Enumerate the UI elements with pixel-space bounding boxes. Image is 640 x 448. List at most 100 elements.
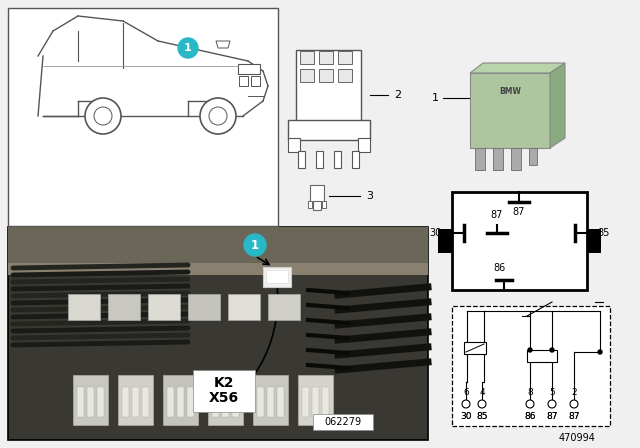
Bar [73,375,108,425]
Circle shape [550,348,554,352]
Bar [108,294,140,320]
Bar [316,151,323,168]
Bar [319,51,333,64]
Circle shape [548,400,556,408]
Bar [464,342,486,354]
Bar [163,375,198,425]
Bar [132,387,139,417]
Bar [268,294,300,320]
Bar [300,51,314,64]
Bar [212,387,219,417]
Text: 470994: 470994 [558,433,595,443]
Bar [267,387,274,417]
Bar [334,151,341,168]
Polygon shape [550,63,565,148]
Bar [177,387,184,417]
Bar [338,51,352,64]
Circle shape [526,400,534,408]
Bar [277,387,284,417]
Bar [319,69,333,82]
Bar [313,201,321,210]
Bar [438,229,452,253]
Bar [452,306,610,426]
Text: 86: 86 [524,412,536,421]
Bar [302,387,309,417]
Text: K2: K2 [214,376,234,390]
Bar [298,151,305,168]
Bar [312,387,319,417]
Bar [188,294,220,320]
Bar [187,387,194,417]
Bar [493,148,503,170]
Bar [68,294,100,320]
Circle shape [94,107,112,125]
Bar [232,387,239,417]
Circle shape [200,98,236,134]
Text: 1: 1 [251,238,259,251]
Text: 2: 2 [571,388,577,396]
Text: 062279: 062279 [324,417,362,427]
Bar [263,267,291,287]
Bar [300,69,314,82]
Bar [228,294,260,320]
Text: BMW: BMW [499,86,521,95]
Bar [148,294,180,320]
Bar [358,138,370,152]
Bar [310,185,324,203]
Bar [87,387,94,417]
Text: 6: 6 [463,388,469,396]
Text: 1: 1 [184,43,192,53]
Bar [529,148,537,165]
Text: 30: 30 [460,412,472,421]
Bar [338,69,352,82]
Circle shape [85,98,121,134]
Bar [511,148,521,170]
Text: 87: 87 [547,412,557,421]
Bar [8,8,278,226]
Text: 86: 86 [524,412,536,421]
Bar [8,263,428,275]
Bar [470,73,550,148]
Text: 5: 5 [549,388,555,396]
Circle shape [478,400,486,408]
Text: 85: 85 [597,228,609,238]
Bar [77,387,84,417]
Polygon shape [216,41,230,48]
Bar [239,76,248,86]
Text: 86: 86 [494,263,506,273]
Bar [253,375,288,425]
Text: 85: 85 [476,412,488,421]
Text: 1: 1 [431,93,438,103]
Bar [167,387,174,417]
Circle shape [462,400,470,408]
Polygon shape [470,63,565,73]
Bar [322,387,329,417]
Bar [298,375,333,425]
Text: 87: 87 [568,412,580,421]
Bar [97,387,104,417]
Bar [8,227,428,440]
Bar [313,414,373,430]
Bar [288,138,300,152]
Bar [587,229,601,253]
Bar [8,227,428,265]
Circle shape [598,350,602,354]
Circle shape [178,38,198,58]
Bar [475,148,485,170]
Bar [118,375,153,425]
Bar [296,50,361,125]
Bar [527,350,557,362]
Text: 8: 8 [527,388,533,396]
Bar [322,201,326,208]
Text: 2: 2 [394,90,401,100]
Bar [452,192,587,290]
Text: 85: 85 [476,412,488,421]
Text: 87: 87 [513,207,525,217]
Circle shape [244,234,266,256]
Bar [122,387,129,417]
Text: X56: X56 [209,391,239,405]
Bar [251,76,260,86]
Text: 30: 30 [460,412,472,421]
Text: 30: 30 [429,228,442,238]
Bar [288,120,370,140]
